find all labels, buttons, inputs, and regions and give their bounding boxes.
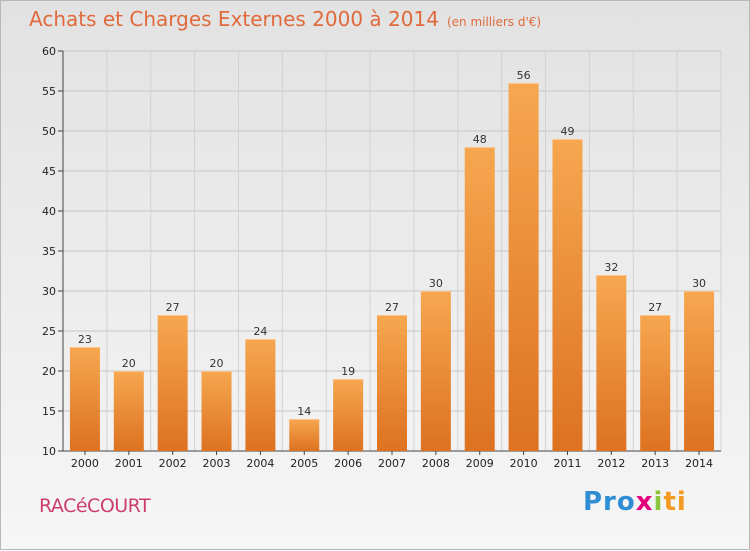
y-tick-label: 20 xyxy=(42,365,56,378)
bar-value-label: 23 xyxy=(78,333,92,346)
bar-value-label: 20 xyxy=(210,357,224,370)
bar-value-label: 20 xyxy=(122,357,136,370)
proxiti-logo: Proxiti xyxy=(583,487,687,517)
bar-value-label: 56 xyxy=(517,69,531,82)
y-tick-label: 10 xyxy=(42,445,56,458)
y-tick-label: 30 xyxy=(42,285,56,298)
bar xyxy=(69,347,100,451)
x-tick-label: 2012 xyxy=(597,457,625,470)
bar xyxy=(377,315,407,451)
bar xyxy=(508,83,539,451)
labels: 23 20 27 20 24 14 19 27 30 48 56 49 32 27 30 xyxy=(78,69,706,418)
city-name: RACéCOURT xyxy=(39,495,151,517)
chart-title: Achats et Charges Externes 2000 à 2014 (e… xyxy=(29,7,541,31)
logo-part-3: i xyxy=(653,487,664,517)
y-tick-label: 15 xyxy=(42,405,56,418)
bar-value-label: 30 xyxy=(429,277,443,290)
x-tick-label: 2001 xyxy=(115,457,143,470)
bar-value-label: 27 xyxy=(648,301,662,314)
bar xyxy=(420,291,451,451)
bar-value-label: 30 xyxy=(692,277,706,290)
chart-subtitle: (en milliers d'€) xyxy=(446,15,542,29)
y-tick-label: 50 xyxy=(42,125,56,138)
y-tick-label: 35 xyxy=(42,245,56,258)
x-tick-label: 2003 xyxy=(203,457,231,470)
x-tick-label: 2008 xyxy=(422,457,450,470)
bar xyxy=(245,339,276,451)
bar-value-label: 19 xyxy=(341,365,355,378)
x-tick-label: 2005 xyxy=(290,457,318,470)
bar xyxy=(289,419,320,451)
bar xyxy=(464,147,495,451)
bars xyxy=(69,83,715,451)
x-tick-label: 2002 xyxy=(159,457,187,470)
x-tick-label: 2014 xyxy=(685,457,713,470)
bar-value-label: 49 xyxy=(560,125,574,138)
bar xyxy=(684,291,715,451)
bar-value-label: 48 xyxy=(473,133,487,146)
x-tick-label: 2010 xyxy=(510,457,538,470)
chart-title-text: Achats et Charges Externes 2000 à 2014 xyxy=(29,7,439,31)
x-tick-label: 2009 xyxy=(466,457,494,470)
bar-value-label: 14 xyxy=(297,405,311,418)
bar-value-label: 27 xyxy=(385,301,399,314)
x-tick-label: 2006 xyxy=(334,457,362,470)
x-tick-label: 2013 xyxy=(641,457,669,470)
bar xyxy=(157,315,188,451)
x-tick-label: 2004 xyxy=(246,457,274,470)
logo-part-2: x xyxy=(635,487,654,517)
bar-value-label: 27 xyxy=(166,301,180,314)
y-tick-label: 25 xyxy=(42,325,56,338)
x-tick-label: 2000 xyxy=(71,457,99,470)
y-tick-label: 45 xyxy=(42,165,56,178)
y-tick-label: 40 xyxy=(42,205,56,218)
y-tick-label: 55 xyxy=(42,85,56,98)
bar xyxy=(596,275,627,451)
logo-part-4: ti xyxy=(663,487,687,517)
bar xyxy=(201,371,232,451)
y-tick-label: 60 xyxy=(42,45,56,58)
bar xyxy=(552,139,583,451)
x-tick-label: 2007 xyxy=(378,457,406,470)
bar xyxy=(640,315,671,451)
bar-value-label: 32 xyxy=(604,261,618,274)
bar-value-label: 24 xyxy=(253,325,267,338)
axes: 10 15 20 25 30 35 40 45 50 55 60 2000 2001 2002 2003 20… xyxy=(42,45,721,470)
logo-part-1: Pro xyxy=(583,487,636,517)
bar xyxy=(333,379,364,451)
bar xyxy=(113,371,144,451)
x-tick-label: 2011 xyxy=(553,457,581,470)
